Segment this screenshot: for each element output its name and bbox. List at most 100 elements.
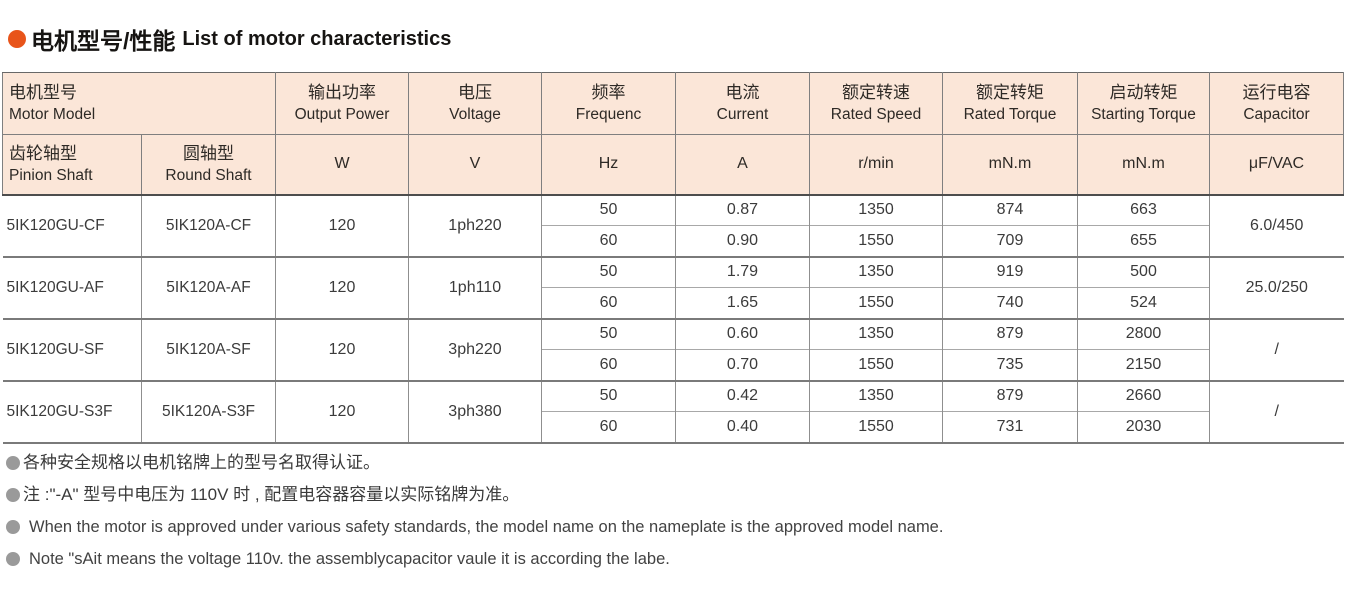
footnote-3: When the motor is approved under various…: [6, 516, 943, 538]
header-current: 电流 Current: [675, 72, 810, 135]
table-body: 5IK120GU-CF 5IK120A-CF 120 1ph220 50 0.8…: [2, 194, 1344, 443]
unit-hz: Hz: [541, 134, 676, 196]
cell-starting-torque: 2800: [1077, 317, 1210, 350]
cell-power: 120: [275, 379, 409, 443]
cell-pinion-model: 5IK120GU-CF: [2, 194, 142, 257]
table-row: 60 0.70 1550 735 2150: [3, 349, 1344, 381]
unit-mnm-starting: mN.m: [1077, 134, 1210, 196]
unit-rmin: r/min: [809, 134, 943, 196]
header-row-2: 齿轮轴型 Pinion Shaft 圆轴型 Round Shaft W V Hz…: [2, 134, 1344, 196]
cell-current: 1.79: [675, 255, 810, 288]
cell-power: 120: [275, 317, 409, 381]
cell-capacitor: 25.0/250: [1209, 255, 1344, 319]
cell-starting-torque: 2150: [1077, 349, 1210, 381]
table-row: 5IK120GU-CF 5IK120A-CF 120 1ph220 50 0.8…: [2, 194, 1344, 257]
cell-current: 0.42: [675, 379, 810, 412]
footnote-1: 各种安全规格以电机铭牌上的型号名取得认证。: [6, 452, 943, 474]
unit-ufvac: μF/VAC: [1209, 134, 1344, 196]
cell-speed: 1550: [809, 349, 943, 381]
header-motor-model: 电机型号 Motor Model: [2, 72, 276, 135]
cell-rated-torque: 709: [942, 225, 1078, 257]
header-rated-speed: 额定转速 Rated Speed: [809, 72, 943, 135]
cell-speed: 1350: [809, 255, 943, 288]
header-starting-torque: 启动转矩 Starting Torque: [1077, 72, 1210, 135]
cell-frequency: 60: [541, 287, 676, 319]
header-capacitor: 运行电容 Capacitor: [1209, 72, 1344, 135]
cell-round-model: 5IK120A-S3F: [141, 379, 276, 443]
cell-starting-torque: 663: [1077, 194, 1210, 226]
cell-pinion-model: 5IK120GU-S3F: [2, 379, 142, 443]
footnote-2: 注 :"-A" 型号中电压为 110V 时 , 配置电容器容量以实际铭牌为准。: [6, 484, 943, 506]
cell-rated-torque: 879: [942, 317, 1078, 350]
cell-current: 0.90: [675, 225, 810, 257]
cell-frequency: 50: [541, 317, 676, 350]
cell-pinion-model: 5IK120GU-SF: [2, 317, 142, 381]
header-output-power: 输出功率 Output Power: [275, 72, 409, 135]
cell-current: 1.65: [675, 287, 810, 319]
table-row: 60 0.90 1550 709 655: [3, 225, 1344, 257]
cell-rated-torque: 735: [942, 349, 1078, 381]
header-round-shaft: 圆轴型 Round Shaft: [141, 134, 276, 196]
grey-bullet-icon: [6, 456, 20, 470]
cell-pinion-model: 5IK120GU-AF: [2, 255, 142, 319]
cell-rated-torque: 874: [942, 194, 1078, 226]
cell-starting-torque: 500: [1077, 255, 1210, 288]
table-row: 5IK120GU-S3F 5IK120A-S3F 120 3ph380 50 0…: [2, 379, 1344, 443]
header-voltage: 电压 Voltage: [408, 72, 542, 135]
grey-bullet-icon: [6, 520, 20, 534]
cell-frequency: 60: [541, 411, 676, 443]
cell-starting-torque: 655: [1077, 225, 1210, 257]
footnote-text: When the motor is approved under various…: [29, 518, 944, 536]
cell-rated-torque: 919: [942, 255, 1078, 288]
page-title-zh: 电机型号/性能: [31, 28, 176, 54]
cell-rated-torque: 740: [942, 287, 1078, 319]
unit-mnm-rated: mN.m: [942, 134, 1078, 196]
footnote-text: 各种安全规格以电机铭牌上的型号名取得认证。: [23, 453, 380, 472]
table-row: 60 1.65 1550 740 524: [3, 287, 1344, 319]
cell-power: 120: [275, 194, 409, 257]
cell-current: 0.40: [675, 411, 810, 443]
grey-bullet-icon: [6, 488, 20, 502]
cell-rated-torque: 731: [942, 411, 1078, 443]
header-motor-model-en: Motor Model: [9, 106, 96, 124]
cell-rated-torque: 879: [942, 379, 1078, 412]
cell-speed: 1350: [809, 194, 943, 226]
cell-starting-torque: 2660: [1077, 379, 1210, 412]
cell-current: 0.60: [675, 317, 810, 350]
cell-capacitor: /: [1209, 317, 1344, 381]
header-motor-model-zh: 电机型号: [9, 83, 77, 103]
page-title: 电机型号/性能 List of motor characteristics: [8, 22, 451, 56]
footnote-4: Note "sAit means the voltage 110v. the a…: [6, 548, 943, 570]
cell-current: 0.87: [675, 194, 810, 226]
cell-round-model: 5IK120A-SF: [141, 317, 276, 381]
cell-voltage: 1ph110: [408, 255, 542, 319]
orange-bullet-icon: [8, 30, 26, 48]
cell-capacitor: /: [1209, 379, 1344, 443]
cell-current: 0.70: [675, 349, 810, 381]
cell-speed: 1550: [809, 411, 943, 443]
cell-speed: 1550: [809, 225, 943, 257]
footnotes: 各种安全规格以电机铭牌上的型号名取得认证。 注 :"-A" 型号中电压为 110…: [6, 452, 943, 570]
header-rated-torque: 额定转矩 Rated Torque: [942, 72, 1078, 135]
cell-voltage: 1ph220: [408, 194, 542, 257]
table-header: 电机型号 Motor Model 输出功率 Output Power 电压 Vo…: [2, 72, 1344, 196]
cell-speed: 1350: [809, 379, 943, 412]
motor-characteristics-table: 电机型号 Motor Model 输出功率 Output Power 电压 Vo…: [2, 72, 1344, 444]
footnote-text: 注 :"-A" 型号中电压为 110V 时 , 配置电容器容量以实际铭牌为准。: [23, 485, 520, 504]
unit-v: V: [408, 134, 542, 196]
header-row-1: 电机型号 Motor Model 输出功率 Output Power 电压 Vo…: [2, 72, 1344, 135]
grey-bullet-icon: [6, 552, 20, 566]
cell-speed: 1350: [809, 317, 943, 350]
cell-frequency: 50: [541, 194, 676, 226]
cell-round-model: 5IK120A-AF: [141, 255, 276, 319]
header-frequency: 频率 Frequenc: [541, 72, 676, 135]
table-row: 5IK120GU-AF 5IK120A-AF 120 1ph110 50 1.7…: [2, 255, 1344, 319]
table-row: 5IK120GU-SF 5IK120A-SF 120 3ph220 50 0.6…: [2, 317, 1344, 381]
cell-round-model: 5IK120A-CF: [141, 194, 276, 257]
table-row: 60 0.40 1550 731 2030: [3, 411, 1344, 443]
cell-frequency: 50: [541, 255, 676, 288]
cell-power: 120: [275, 255, 409, 319]
cell-frequency: 60: [541, 225, 676, 257]
cell-voltage: 3ph220: [408, 317, 542, 381]
header-pinion-shaft: 齿轮轴型 Pinion Shaft: [2, 134, 142, 196]
